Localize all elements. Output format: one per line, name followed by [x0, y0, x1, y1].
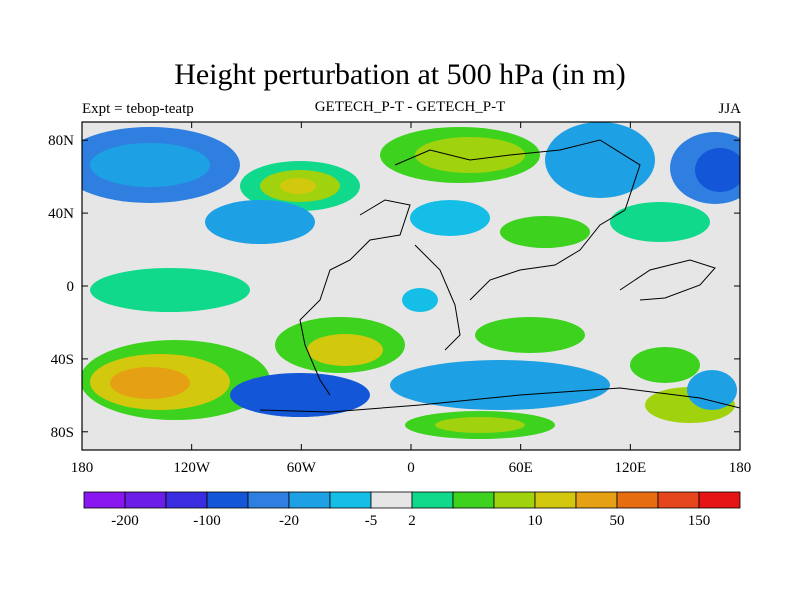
colorbar-swatch	[247, 491, 290, 509]
nh-asia-blue	[545, 122, 655, 198]
nh-west-blue-core	[90, 143, 210, 187]
nh-mid-cyan	[410, 200, 490, 236]
plot-title: Height perturbation at 500 hPa (in m)	[174, 58, 626, 91]
sh-pacific-blue	[687, 370, 737, 410]
x-tick-label: 120W	[173, 460, 211, 476]
sh-indian-green	[475, 317, 585, 353]
x-tick-label: 0	[407, 460, 415, 476]
y-tick-label: 80N	[48, 133, 74, 149]
sh-atlantic-yellow	[307, 334, 383, 366]
nh-mid-green	[500, 216, 590, 248]
y-axis-labels: 80N 40N 0 40S 80S	[48, 133, 74, 441]
x-tick-label: 180	[729, 460, 752, 476]
nh-pacific-deep	[695, 148, 740, 192]
colorbar-swatch	[657, 491, 700, 509]
colorbar-swatch	[411, 491, 454, 509]
season-label: JJA	[718, 101, 741, 117]
colorbar-swatch	[83, 491, 126, 509]
colorbar-swatch	[288, 491, 331, 509]
colorbar-swatch	[452, 491, 495, 509]
colorbar	[83, 491, 741, 509]
colorbar-label: 10	[528, 513, 543, 529]
nh-mid-blue	[205, 200, 315, 244]
contour-field	[82, 122, 740, 450]
colorbar-swatch	[124, 491, 167, 509]
sh-indian-blue	[390, 360, 610, 410]
x-tick-label: 60W	[287, 460, 317, 476]
x-tick-label: 180	[71, 460, 94, 476]
nh-orange-high	[280, 178, 316, 194]
y-tick-label: 0	[67, 279, 75, 295]
colorbar-label: 150	[688, 513, 711, 529]
y-tick-label: 80S	[51, 425, 74, 441]
y-tick-label: 40N	[48, 206, 74, 222]
x-tick-label: 60E	[509, 460, 533, 476]
colorbar-swatch	[493, 491, 536, 509]
sh-south-yellow	[435, 417, 525, 433]
colorbar-swatch	[329, 491, 372, 509]
colorbar-swatch	[370, 491, 413, 509]
colorbar-swatch	[534, 491, 577, 509]
colorbar-swatch	[698, 491, 741, 509]
dataset-label: GETECH_P-T - GETECH_P-T	[314, 99, 506, 115]
axis-ticks	[81, 122, 741, 450]
coast-south-america	[299, 199, 411, 396]
colorbar-swatch	[616, 491, 659, 509]
colorbar-label: -20	[279, 513, 299, 529]
y-tick-label: 40S	[51, 352, 74, 368]
tropic-green-west	[90, 268, 250, 312]
colorbar-swatch	[206, 491, 249, 509]
colorbar-label: -200	[111, 513, 139, 529]
coast-australia	[619, 259, 716, 301]
coastlines	[259, 139, 740, 413]
x-tick-label: 120E	[614, 460, 646, 476]
colorbar-swatch	[165, 491, 208, 509]
colorbar-label: 50	[610, 513, 625, 529]
sh-west-orange	[110, 367, 190, 399]
colorbar-label: 2	[408, 513, 416, 529]
tropic-cyan-dot	[402, 288, 438, 312]
experiment-label: Expt = tebop-teatp	[82, 101, 194, 117]
coast-antarctica	[259, 387, 740, 413]
sh-australia-green	[630, 347, 700, 383]
colorbar-swatch	[575, 491, 618, 509]
colorbar-label: -5	[365, 513, 378, 529]
colorbar-label: -100	[193, 513, 221, 529]
nh-east-yellow	[415, 137, 525, 173]
colorbar-labels: -200 -100 -20 -5 2 10 50 150	[111, 513, 710, 529]
nh-pacific-green	[610, 202, 710, 242]
sh-deep-blue	[230, 373, 370, 417]
coast-eurasia	[394, 139, 641, 301]
x-axis-labels: 180 120W 60W 0 60E 120E 180	[71, 460, 752, 476]
coast-africa	[414, 244, 461, 351]
